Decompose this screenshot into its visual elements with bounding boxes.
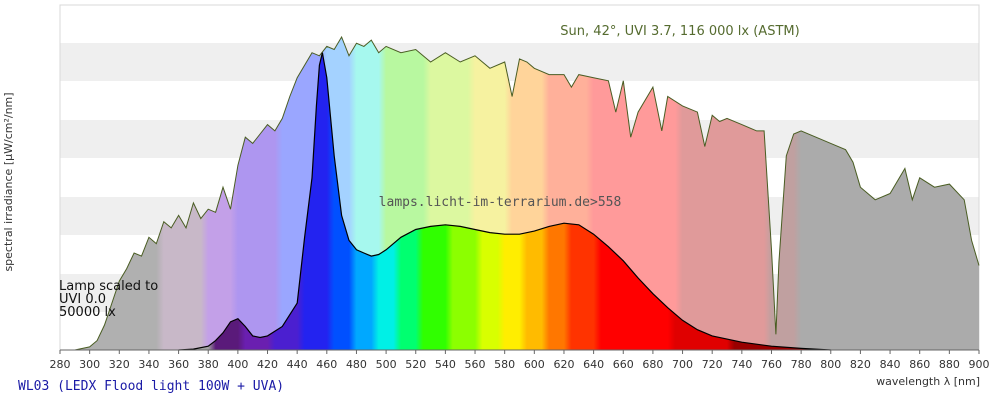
x-tick-label: 380 bbox=[198, 358, 219, 371]
lamp-annotation-line-1: Lamp scaled to bbox=[59, 279, 158, 294]
x-tick-label: 600 bbox=[524, 358, 545, 371]
x-tick-label: 740 bbox=[731, 358, 752, 371]
x-tick-label: 580 bbox=[494, 358, 515, 371]
lamp-annotation-line-2: UVI 0.0 bbox=[59, 292, 106, 307]
lamp-annotation-line-3: 50000 lx bbox=[59, 305, 116, 320]
x-tick-label: 680 bbox=[642, 358, 663, 371]
x-tick-label: 280 bbox=[50, 358, 71, 371]
x-axis-ticks: 280 300 320 340 360 380 400 420 440 460 480 500 520 5… bbox=[50, 350, 990, 371]
x-axis-title: wavelength λ [nm] bbox=[876, 375, 980, 388]
lamp-spectrum-area bbox=[178, 52, 831, 350]
x-tick-label: 400 bbox=[227, 358, 248, 371]
x-tick-label: 780 bbox=[791, 358, 812, 371]
x-tick-label: 880 bbox=[939, 358, 960, 371]
sun-annotation: Sun, 42°, UVI 3.7, 116 000 lx (ASTM) bbox=[560, 24, 799, 39]
x-tick-label: 560 bbox=[465, 358, 486, 371]
x-tick-label: 900 bbox=[969, 358, 990, 371]
x-tick-label: 320 bbox=[109, 358, 130, 371]
watermark: lamps.licht-im-terrarium.de>558 bbox=[379, 195, 622, 210]
x-tick-label: 500 bbox=[376, 358, 397, 371]
x-tick-label: 340 bbox=[138, 358, 159, 371]
x-tick-label: 700 bbox=[672, 358, 693, 371]
x-tick-label: 420 bbox=[257, 358, 278, 371]
x-tick-label: 300 bbox=[79, 358, 100, 371]
x-tick-label: 640 bbox=[583, 358, 604, 371]
x-tick-label: 620 bbox=[553, 358, 574, 371]
x-tick-label: 760 bbox=[761, 358, 782, 371]
x-tick-label: 440 bbox=[287, 358, 308, 371]
x-tick-label: 520 bbox=[405, 358, 426, 371]
sun-spectrum-line bbox=[74, 35, 980, 351]
x-tick-label: 460 bbox=[316, 358, 337, 371]
x-tick-label: 800 bbox=[820, 358, 841, 371]
lamp-spectrum-line bbox=[178, 52, 831, 351]
x-tick-label: 480 bbox=[346, 358, 367, 371]
x-tick-label: 360 bbox=[168, 358, 189, 371]
x-tick-label: 840 bbox=[880, 358, 901, 371]
x-tick-label: 860 bbox=[909, 358, 930, 371]
y-axis-title: spectral irradiance [µW/cm²/nm] bbox=[2, 92, 15, 271]
x-tick-label: 720 bbox=[702, 358, 723, 371]
chart-footer-title: WL03 (LEDX Flood light 100W + UVA) bbox=[18, 379, 284, 394]
x-tick-label: 820 bbox=[850, 358, 871, 371]
x-tick-label: 540 bbox=[435, 358, 456, 371]
x-tick-label: 660 bbox=[613, 358, 634, 371]
